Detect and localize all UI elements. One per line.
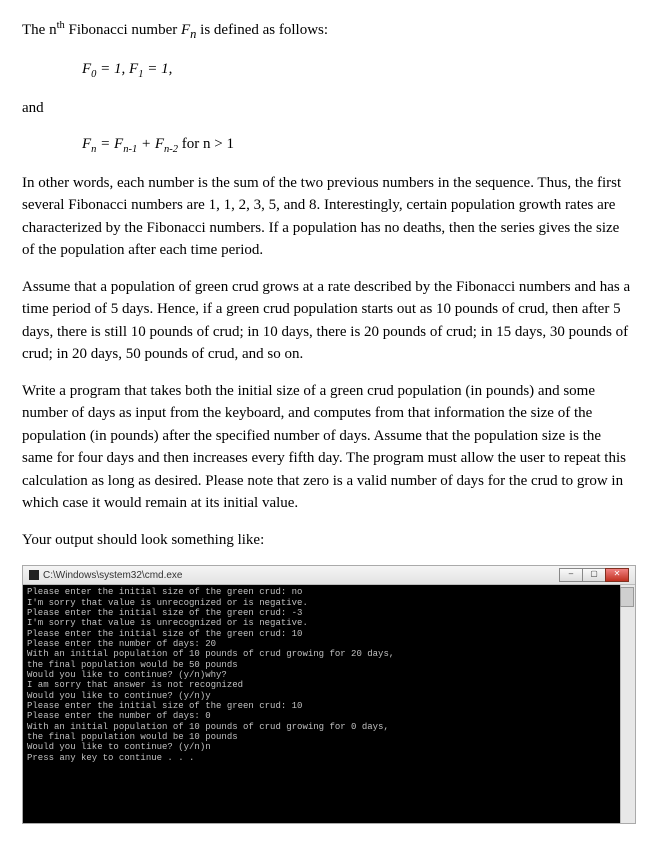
- maximize-button[interactable]: ▢: [582, 568, 606, 582]
- formula-2: Fn = Fn-1 + Fn-2 for n > 1: [82, 133, 634, 158]
- terminal-title: C:\Windows\system32\cmd.exe: [43, 568, 183, 583]
- paragraph-2: In other words, each number is the sum o…: [22, 172, 634, 262]
- terminal-body: Please enter the initial size of the gre…: [23, 585, 635, 823]
- paragraph-3: Assume that a population of green crud g…: [22, 276, 634, 366]
- paragraph-4: Write a program that takes both the init…: [22, 380, 634, 515]
- window-buttons: – ▢ ✕: [560, 568, 629, 582]
- scrollbar[interactable]: [620, 585, 635, 823]
- terminal-titlebar: C:\Windows\system32\cmd.exe – ▢ ✕: [23, 566, 635, 585]
- scrollbar-thumb[interactable]: [620, 587, 634, 607]
- f2-plus: +: [137, 136, 155, 152]
- intro-end: is defined as follows:: [196, 22, 328, 38]
- f2-bsub: n-1: [123, 144, 137, 155]
- f2-eq: =: [96, 136, 114, 152]
- f1-eq2: = 1,: [143, 61, 172, 77]
- intro-pre: The n: [22, 22, 57, 38]
- f1-b: F: [129, 61, 138, 77]
- f2-c: F: [155, 136, 164, 152]
- f1-eq1: = 1,: [96, 61, 129, 77]
- intro-sup: th: [57, 20, 65, 31]
- intro-line: The nth Fibonacci number Fn is defined a…: [22, 18, 634, 44]
- f2-csub: n-2: [164, 144, 178, 155]
- intro-post: Fibonacci number: [65, 22, 181, 38]
- close-button[interactable]: ✕: [605, 568, 629, 582]
- f2-a: F: [82, 136, 91, 152]
- minimize-button[interactable]: –: [559, 568, 583, 582]
- formula-1: F0 = 1, F1 = 1,: [82, 58, 634, 83]
- terminal-window: C:\Windows\system32\cmd.exe – ▢ ✕ Please…: [22, 565, 636, 824]
- f2-tail: for n > 1: [182, 136, 234, 152]
- terminal-lines: Please enter the initial size of the gre…: [27, 587, 394, 763]
- f2-b: F: [114, 136, 123, 152]
- paragraph-5: Your output should look something like:: [22, 529, 634, 552]
- cmd-icon: [29, 570, 39, 580]
- intro-fn: F: [181, 22, 190, 38]
- and-word: and: [22, 97, 634, 120]
- f1-a: F: [82, 61, 91, 77]
